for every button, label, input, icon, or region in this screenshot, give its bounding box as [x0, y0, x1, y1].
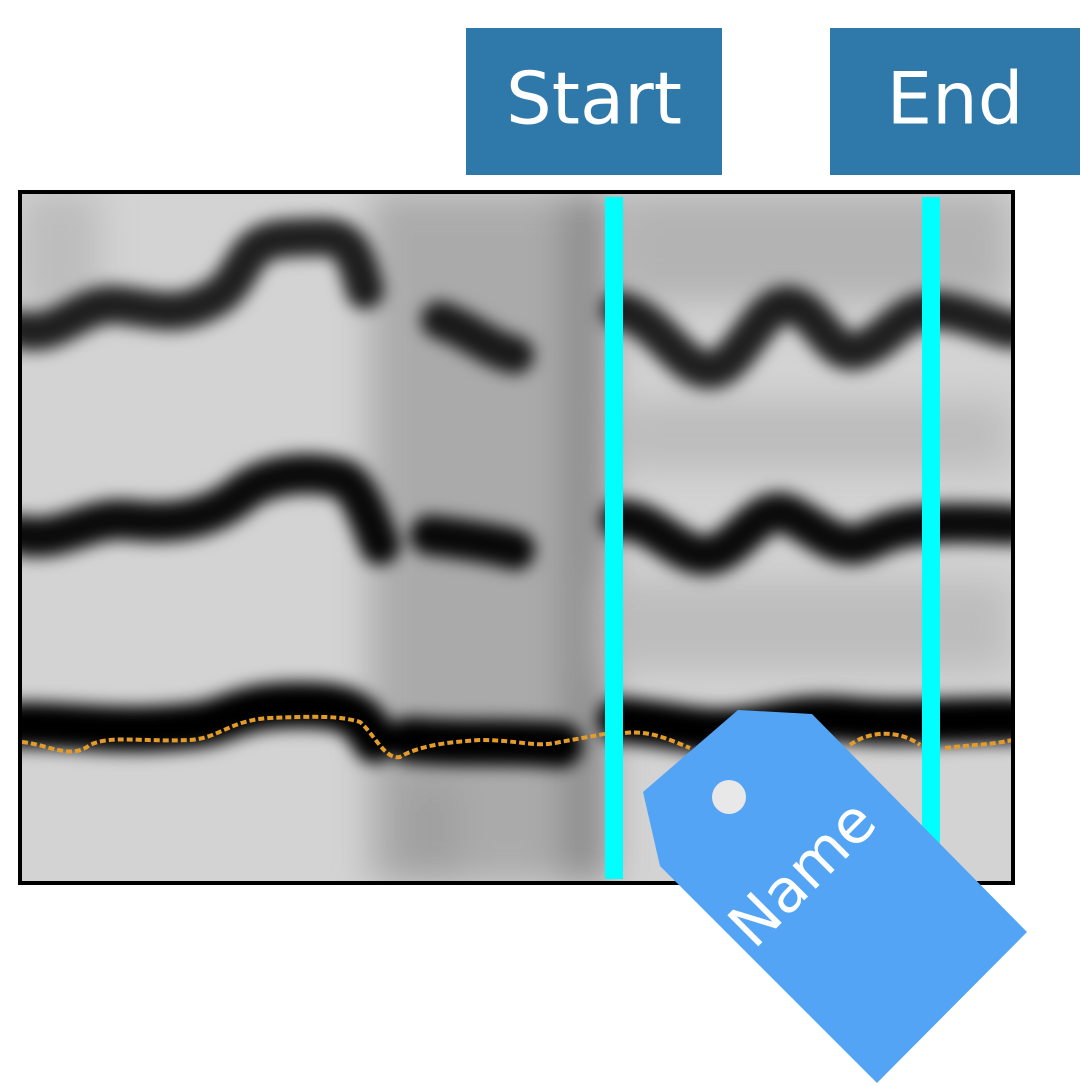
- page: Start End Name (() => { const d: [0, 0, 1081, 1086]
- canvas: Start End Name: [0, 0, 1081, 1086]
- start-button[interactable]: Start: [466, 28, 722, 175]
- end-marker[interactable]: [922, 197, 940, 879]
- end-button-label: End: [887, 57, 1024, 141]
- start-button-label: Start: [506, 57, 682, 141]
- tag-hole: [712, 780, 746, 814]
- start-marker[interactable]: [605, 197, 623, 879]
- end-button[interactable]: End: [830, 28, 1080, 175]
